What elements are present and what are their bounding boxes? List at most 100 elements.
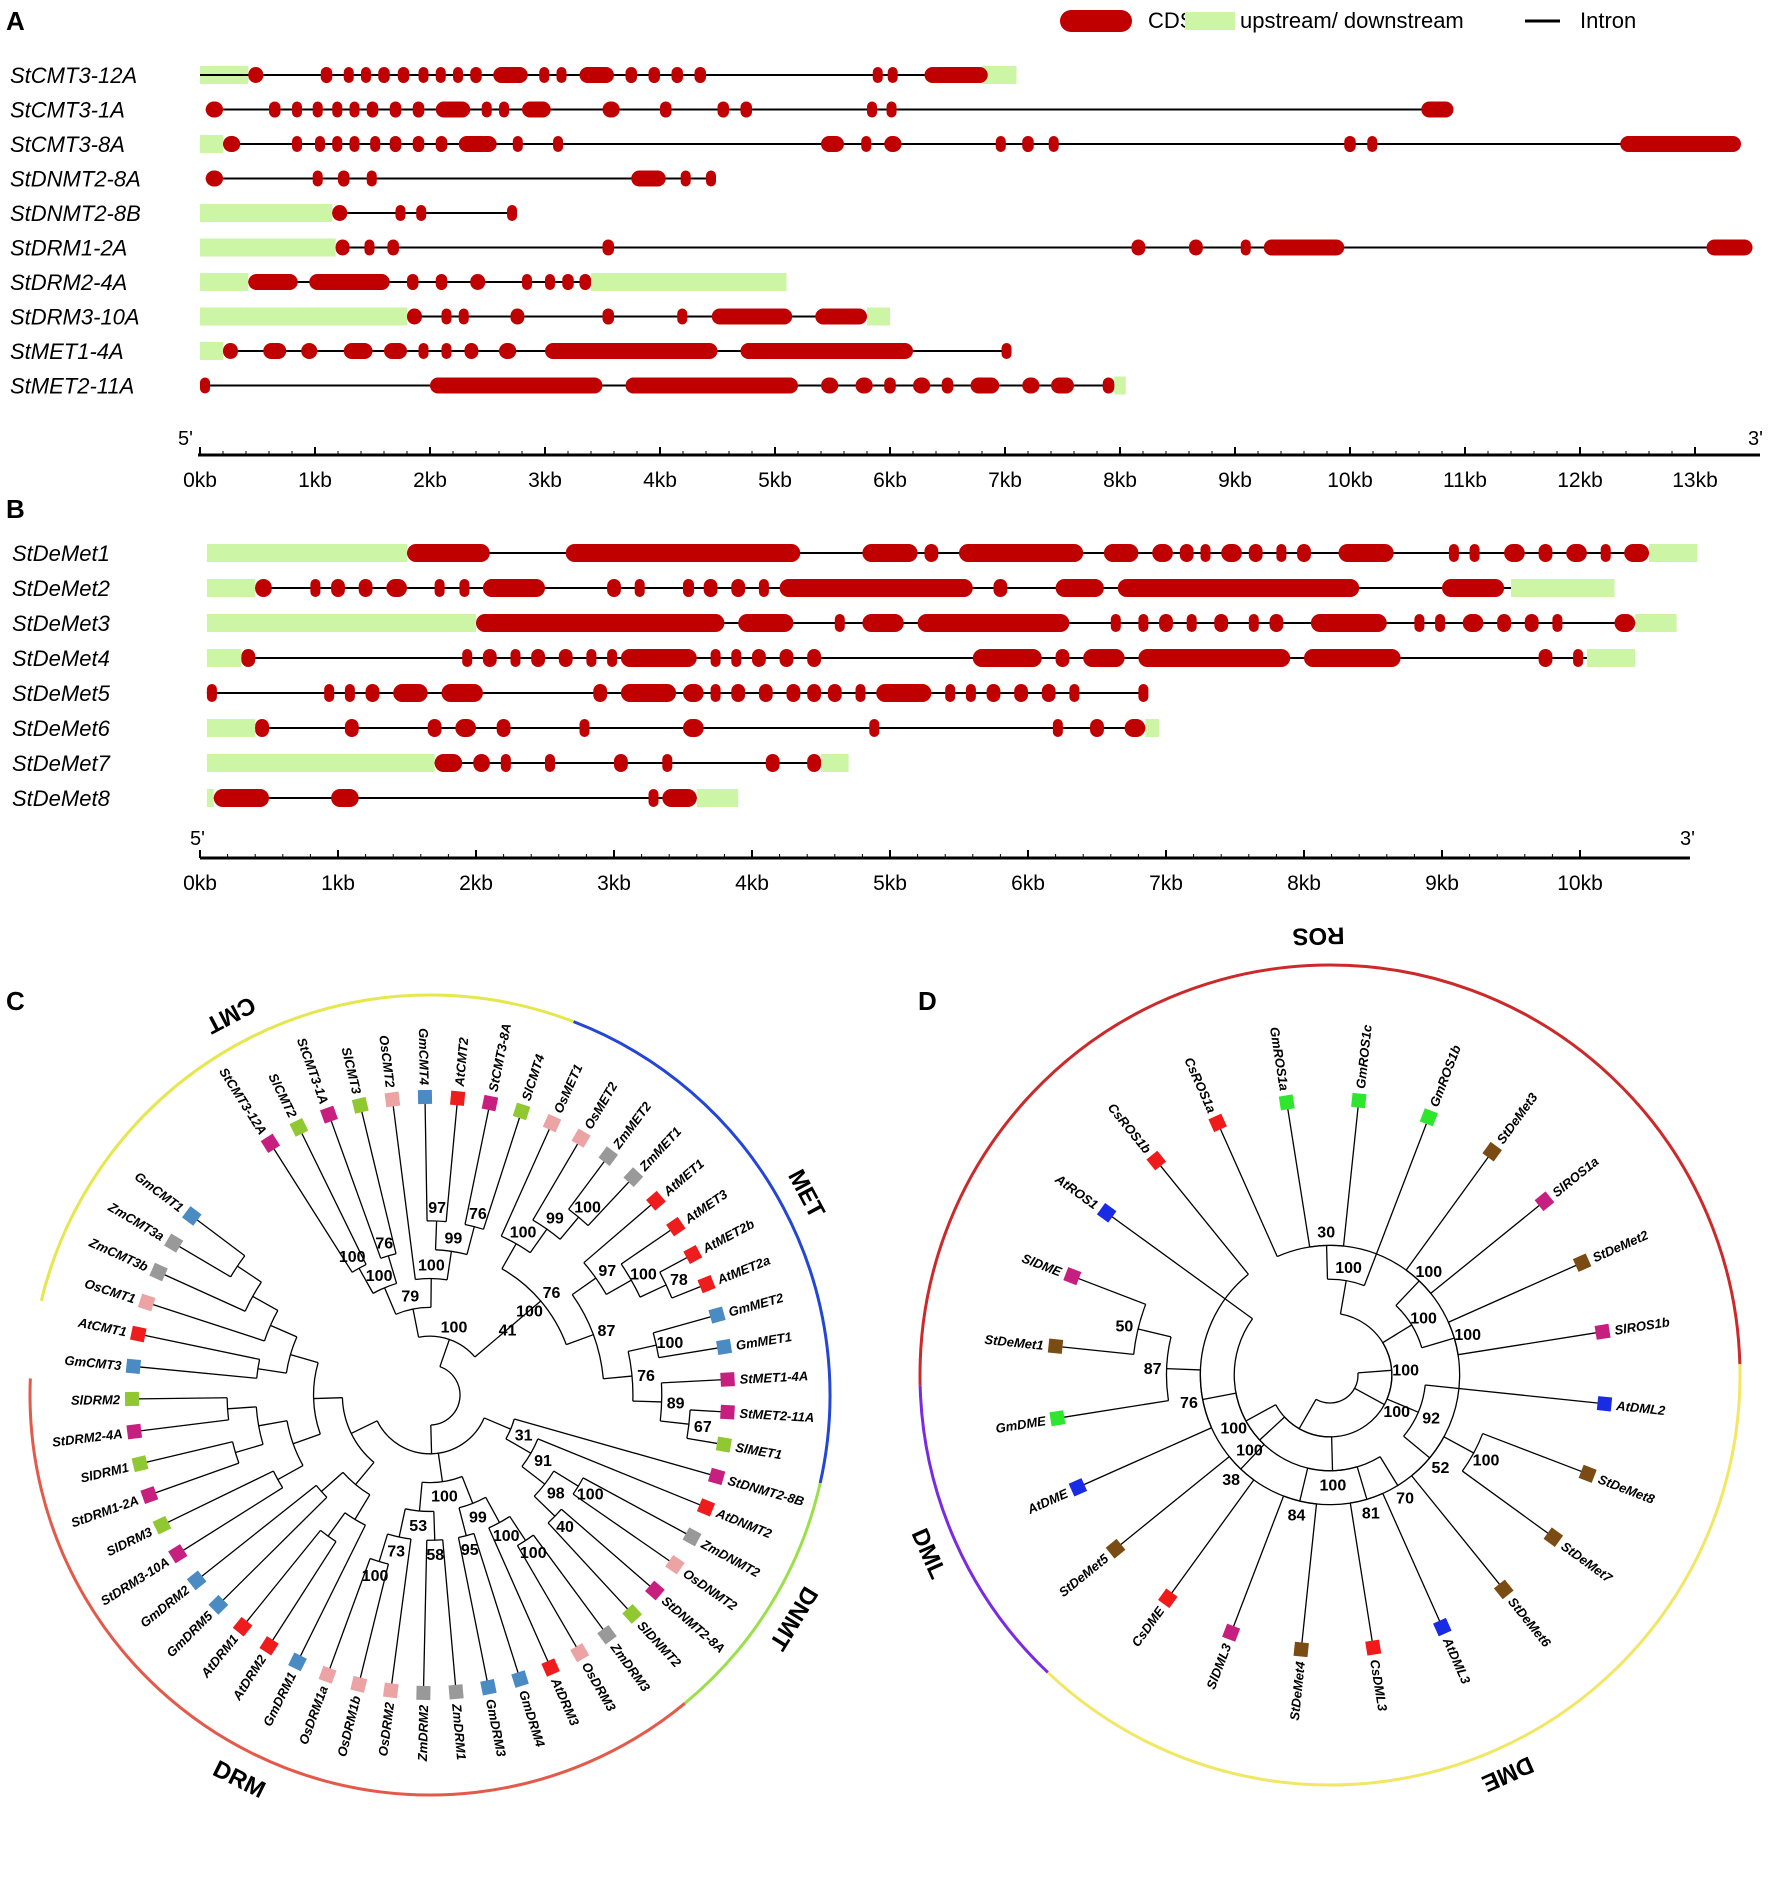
cds-exon bbox=[335, 239, 350, 256]
utr-region bbox=[206, 754, 435, 772]
utr-region bbox=[1145, 719, 1160, 737]
leaf-marker bbox=[1222, 1623, 1241, 1642]
cds-exon bbox=[717, 101, 729, 118]
cds-exon bbox=[1624, 544, 1649, 562]
cds-exon bbox=[1573, 649, 1584, 667]
cds-exon bbox=[343, 67, 354, 83]
tree-branch-arc bbox=[1199, 1244, 1461, 1506]
bootstrap-value: 40 bbox=[556, 1519, 574, 1536]
leaf-label: ZmCMT3a bbox=[105, 1199, 167, 1244]
tree-branch-arc bbox=[369, 1557, 389, 1565]
tree-branch bbox=[433, 1511, 436, 1541]
tree-branch bbox=[398, 1508, 406, 1538]
tree-branch bbox=[1386, 1398, 1419, 1413]
cds-exon bbox=[884, 136, 902, 152]
tree-branch bbox=[1363, 1122, 1428, 1286]
cds-exon bbox=[807, 754, 821, 772]
cds-exon bbox=[602, 308, 614, 325]
cds-exon bbox=[731, 649, 742, 667]
tree-branch bbox=[257, 1368, 287, 1374]
cds-exon bbox=[435, 274, 448, 290]
bootstrap-value: 100 bbox=[516, 1304, 543, 1321]
tree-branch-arc bbox=[272, 1470, 284, 1489]
tree-branch-arc bbox=[568, 1208, 589, 1227]
leaf-marker bbox=[511, 1670, 529, 1688]
utr-region bbox=[200, 204, 333, 222]
cds-exon bbox=[602, 101, 620, 118]
cds-exon bbox=[545, 274, 555, 290]
leaf-label: StDeMet3 bbox=[1494, 1089, 1541, 1146]
gene-label: StDRM1-2A bbox=[10, 236, 127, 261]
gene-label: StDRM3-10A bbox=[10, 305, 140, 330]
leaf-label: SlMET1 bbox=[734, 1440, 783, 1463]
cds-exon bbox=[703, 579, 718, 597]
tree-branch bbox=[509, 1516, 527, 1541]
tree-branch bbox=[252, 1295, 279, 1311]
tree-branch bbox=[603, 1375, 633, 1380]
leaf-marker bbox=[182, 1206, 202, 1226]
panel-b-label: B bbox=[6, 494, 25, 524]
tree-branch bbox=[671, 1285, 702, 1299]
cds-exon bbox=[738, 614, 794, 632]
tree-branch-arc bbox=[387, 1533, 412, 1540]
leaf-marker bbox=[542, 1113, 562, 1133]
tree-branch-arc bbox=[430, 1366, 461, 1426]
cds-exon bbox=[496, 719, 511, 737]
leaf-label: AtROS1 bbox=[1052, 1171, 1101, 1213]
cds-exon bbox=[389, 136, 402, 152]
cds-exon bbox=[1124, 719, 1146, 737]
cds-exon bbox=[255, 719, 269, 737]
tree-branch-arc bbox=[256, 1359, 261, 1379]
tree-branch bbox=[474, 1337, 498, 1358]
cds-exon bbox=[862, 544, 918, 562]
cds-exon bbox=[470, 274, 486, 290]
tree-branch bbox=[1395, 1280, 1420, 1306]
bootstrap-value: 97 bbox=[598, 1263, 616, 1280]
cds-exon bbox=[320, 67, 333, 83]
tree-branch bbox=[582, 1477, 688, 1535]
tree-branch-arc bbox=[458, 1496, 487, 1509]
leaf-label: OsDRM1a bbox=[296, 1684, 331, 1747]
cds-exon bbox=[593, 684, 608, 702]
cds-exon bbox=[855, 377, 873, 394]
leaf-marker bbox=[683, 1245, 703, 1264]
leaf-label: GmDME bbox=[995, 1413, 1048, 1436]
tree-branch bbox=[1166, 1367, 1201, 1371]
cds-exon bbox=[1138, 684, 1149, 702]
leaf-label: AtDME bbox=[1024, 1486, 1070, 1518]
bootstrap-value: 52 bbox=[1432, 1460, 1450, 1477]
bootstrap-value: 99 bbox=[469, 1509, 487, 1526]
leaf-label: StDeMet1 bbox=[984, 1332, 1044, 1353]
tree-branch bbox=[532, 1534, 604, 1631]
leaf-label: ZmCMT3b bbox=[86, 1234, 150, 1274]
tree-branch bbox=[1219, 1128, 1278, 1257]
tree-branch-arc bbox=[1235, 1392, 1265, 1445]
cds-exon bbox=[827, 684, 842, 702]
cds-exon bbox=[1179, 544, 1194, 562]
leaf-label: OsMET2 bbox=[581, 1079, 621, 1132]
tree-branch bbox=[547, 1522, 629, 1610]
cds-exon bbox=[660, 101, 672, 118]
tree-branch bbox=[653, 1316, 712, 1334]
cds-exon bbox=[869, 719, 880, 737]
tree-branch bbox=[437, 1453, 444, 1482]
cds-exon bbox=[1221, 544, 1242, 562]
utr-region bbox=[1635, 614, 1677, 632]
bootstrap-value: 97 bbox=[428, 1200, 446, 1217]
leaf-label: ZmDRM1 bbox=[449, 1702, 469, 1760]
cds-exon bbox=[1103, 544, 1139, 562]
tree-branch bbox=[1357, 1369, 1392, 1374]
leaf-label: StDeMet7 bbox=[1558, 1539, 1615, 1586]
tree-branch bbox=[277, 1464, 304, 1481]
cds-exon bbox=[607, 579, 621, 597]
tree-branch bbox=[430, 1424, 433, 1454]
cds-exon bbox=[779, 579, 973, 597]
tree-branch-arc bbox=[533, 1470, 555, 1497]
leaf-label: GmCMT4 bbox=[416, 1028, 432, 1086]
cds-exon bbox=[435, 101, 471, 118]
cds-exon bbox=[312, 170, 323, 187]
tree-branch bbox=[1349, 1502, 1373, 1642]
cds-exon bbox=[407, 544, 490, 562]
leaf-marker bbox=[571, 1128, 591, 1148]
tree-branch bbox=[1119, 1456, 1230, 1546]
